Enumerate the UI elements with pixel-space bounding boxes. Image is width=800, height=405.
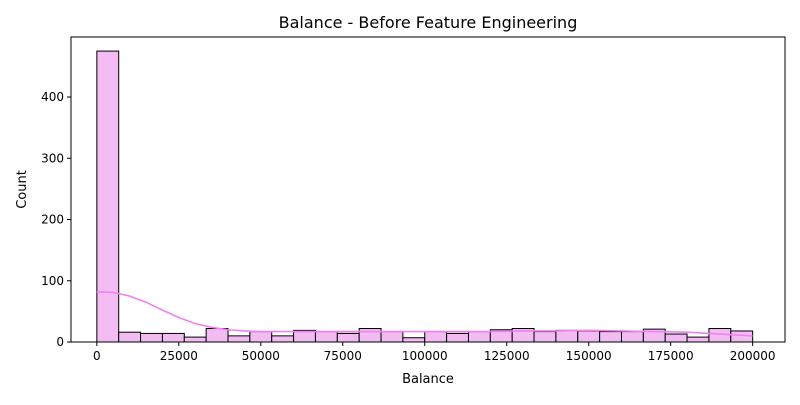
x-tick-label: 75000 [324,349,362,363]
x-tick-label: 200000 [730,349,776,363]
histogram-bar [336,332,360,343]
histogram-bar [533,331,557,343]
histogram-bar [227,335,251,343]
x-tick-label: 50000 [242,349,280,363]
x-tick-label: 175000 [648,349,694,363]
y-tick-label: 300 [41,151,64,165]
histogram-bar [664,333,688,343]
x-tick-label: 100000 [402,349,448,363]
kde-line [96,290,753,337]
y-tick-label: 100 [41,274,64,288]
histogram-bar [205,328,229,343]
histogram-bar [620,331,644,343]
histogram-bar [380,331,404,343]
histogram-bar [686,336,710,343]
histogram-bar [599,331,622,343]
histogram-bar [96,50,120,343]
histogram-bar [555,329,579,343]
histogram-bar [314,331,338,343]
histogram-bar [249,331,273,343]
histogram-bar [358,328,382,343]
chart-title: Balance - Before Feature Engineering [279,13,578,32]
histogram-bar [140,332,163,343]
x-axis-ticks: 0 25000 50000 75000 100000 125000 150000 175000… [93,342,776,363]
y-axis-label: Count [15,170,30,209]
x-tick-label: 25000 [160,349,198,363]
histogram-bar [467,331,491,343]
histogram-bar [577,330,601,343]
y-tick-label: 0 [56,335,64,349]
histogram-bar [402,337,426,343]
plot-frame [70,36,786,343]
y-tick-label: 200 [41,213,64,227]
x-axis-label: Balance [402,372,454,387]
y-axis-ticks: 0 100 200 300 400 [41,90,71,349]
bars-group [96,50,754,343]
histogram-bar [271,335,295,343]
histogram-bar [183,336,207,343]
x-tick-label: 125000 [484,349,530,363]
histogram-bar [446,332,469,343]
kde-group [96,290,753,337]
x-tick-label: 0 [93,349,101,363]
histogram-bar [161,332,185,343]
histogram-bar [118,331,142,343]
y-tick-label: 400 [41,90,64,104]
histogram-bar [424,331,448,343]
x-tick-label: 150000 [566,349,612,363]
